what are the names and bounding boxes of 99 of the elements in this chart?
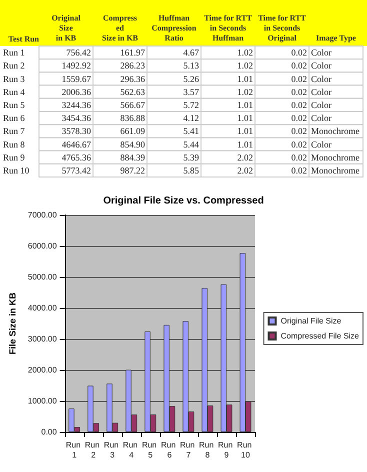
x-tick-label: Run 6	[160, 440, 178, 460]
legend-label: Compressed File Size	[280, 332, 360, 340]
x-tick-label: Run 10	[237, 440, 254, 460]
chart-title: Original File Size vs. Compressed	[103, 196, 264, 206]
x-tick-label: Huffman Compression Ratio	[152, 14, 197, 42]
y-tick-label: Run 1	[3, 48, 25, 58]
y-tick-label: Run 10	[3, 165, 30, 176]
y-tick-label: Run 6	[3, 113, 26, 124]
text: Color	[311, 139, 332, 150]
data-label: 836.88	[120, 113, 146, 124]
data-label: 1492.92	[62, 60, 91, 71]
y-tick-label: 2000.00	[28, 366, 58, 374]
data-label: 5.44	[183, 139, 200, 150]
data-label: 5.13	[183, 60, 200, 71]
y-tick-label: 7000.00	[28, 210, 58, 220]
data-label: 2.02	[237, 152, 253, 162]
data-label: 0.02	[291, 60, 307, 71]
y-tick-label: 1000.00	[28, 396, 58, 406]
data-label: 987.22	[120, 165, 145, 176]
data-label: 2006.36	[62, 86, 92, 97]
data-label: 5.39	[183, 152, 200, 162]
y-tick-label: Run 4	[3, 86, 26, 97]
data-label: 3244.36	[62, 100, 92, 110]
x-tick-label: Run 7	[180, 440, 197, 460]
data-label: 4765.36	[62, 152, 92, 162]
text: Color	[311, 48, 332, 58]
text: Color	[311, 74, 332, 84]
x-tick-label: Original Size in KB	[52, 14, 82, 42]
data-label: 5.85	[183, 165, 200, 176]
x-tick-label: Run 9	[218, 440, 235, 460]
data-label: 1.02	[237, 86, 253, 97]
data-label: 4.67	[183, 48, 200, 58]
y-tick-label: Run 8	[3, 139, 26, 150]
data-label: 562.63	[120, 86, 146, 97]
y-tick-label: 0.00	[41, 428, 58, 436]
y-tick-label: Run 5	[3, 100, 26, 110]
y-tick-label: 6000.00	[28, 242, 58, 250]
x-tick-label: Compress ed Size in KB	[102, 14, 139, 42]
data-label: 0.02	[291, 48, 307, 58]
text: Color	[311, 86, 332, 97]
data-label: 0.02	[291, 152, 307, 162]
text: Monochrome	[311, 126, 360, 136]
y-tick-label: 4000.00	[28, 304, 58, 312]
data-label: 1.01	[237, 113, 253, 124]
data-label: 5.41	[183, 126, 199, 136]
x-tick-label: Time for RTT in Seconds Original	[258, 14, 307, 42]
data-label: 1559.67	[62, 74, 92, 84]
data-label: 5.72	[183, 100, 199, 110]
data-label: 0.02	[291, 126, 307, 136]
data-label: 1.02	[237, 60, 253, 71]
x-tick-label: Image Type	[316, 34, 356, 42]
data-label: 3.57	[183, 86, 200, 97]
text: Color	[311, 113, 332, 124]
x-tick-label: Run 2	[84, 440, 102, 460]
x-tick-label: Time for RTT in Seconds Huffman	[204, 14, 253, 42]
y-tick-label: Run 7	[3, 126, 26, 136]
x-tick-label: Run 4	[122, 440, 140, 460]
data-label: 566.67	[120, 100, 146, 110]
data-label: 296.36	[120, 74, 146, 84]
data-label: 3454.36	[62, 113, 92, 124]
x-tick-label: Run 8	[199, 440, 216, 460]
data-label: 0.02	[291, 165, 307, 176]
data-label: 661.09	[120, 126, 146, 136]
data-label: 0.02	[291, 100, 307, 110]
data-label: 0.02	[291, 113, 307, 124]
y-tick-label: 5000.00	[28, 272, 58, 282]
y-axis-title: File Size in KB	[8, 292, 18, 355]
y-tick-label: Run 3	[3, 74, 26, 84]
legend-label: Original File Size	[280, 316, 342, 326]
data-label: 854.90	[120, 139, 146, 150]
x-tick-label: Run 5	[142, 440, 159, 460]
data-label: 286.23	[120, 60, 146, 71]
data-label: 1.02	[237, 48, 253, 58]
data-label: 2.02	[237, 165, 253, 176]
data-label: 1.01	[237, 139, 253, 150]
data-label: 756.42	[66, 48, 91, 58]
data-label: 1.01	[237, 74, 253, 84]
data-label: 1.01	[237, 126, 253, 136]
data-label: 5.26	[183, 74, 200, 84]
data-label: 5773.42	[62, 165, 91, 176]
y-axis-title: Test Run	[8, 34, 40, 44]
data-label: 0.02	[291, 86, 307, 97]
data-label: 884.39	[120, 152, 146, 162]
y-tick-label: Run 2	[3, 60, 25, 71]
x-tick-label: Run 1	[66, 440, 83, 460]
x-tick-label: Run 3	[104, 440, 121, 460]
text: Monochrome	[311, 152, 360, 162]
text: Color	[311, 100, 332, 110]
data-label: 161.97	[120, 48, 146, 58]
data-label: 3578.30	[62, 126, 92, 136]
text: Color	[311, 60, 332, 71]
data-label: 0.02	[291, 139, 307, 150]
data-label: 4.12	[183, 113, 199, 124]
y-tick-label: Run 9	[3, 152, 26, 162]
y-tick-label: 3000.00	[28, 334, 58, 344]
data-label: 0.02	[291, 74, 307, 84]
data-label: 1.01	[237, 100, 253, 110]
data-label: 4646.67	[62, 139, 92, 150]
text: Monochrome	[311, 165, 360, 176]
